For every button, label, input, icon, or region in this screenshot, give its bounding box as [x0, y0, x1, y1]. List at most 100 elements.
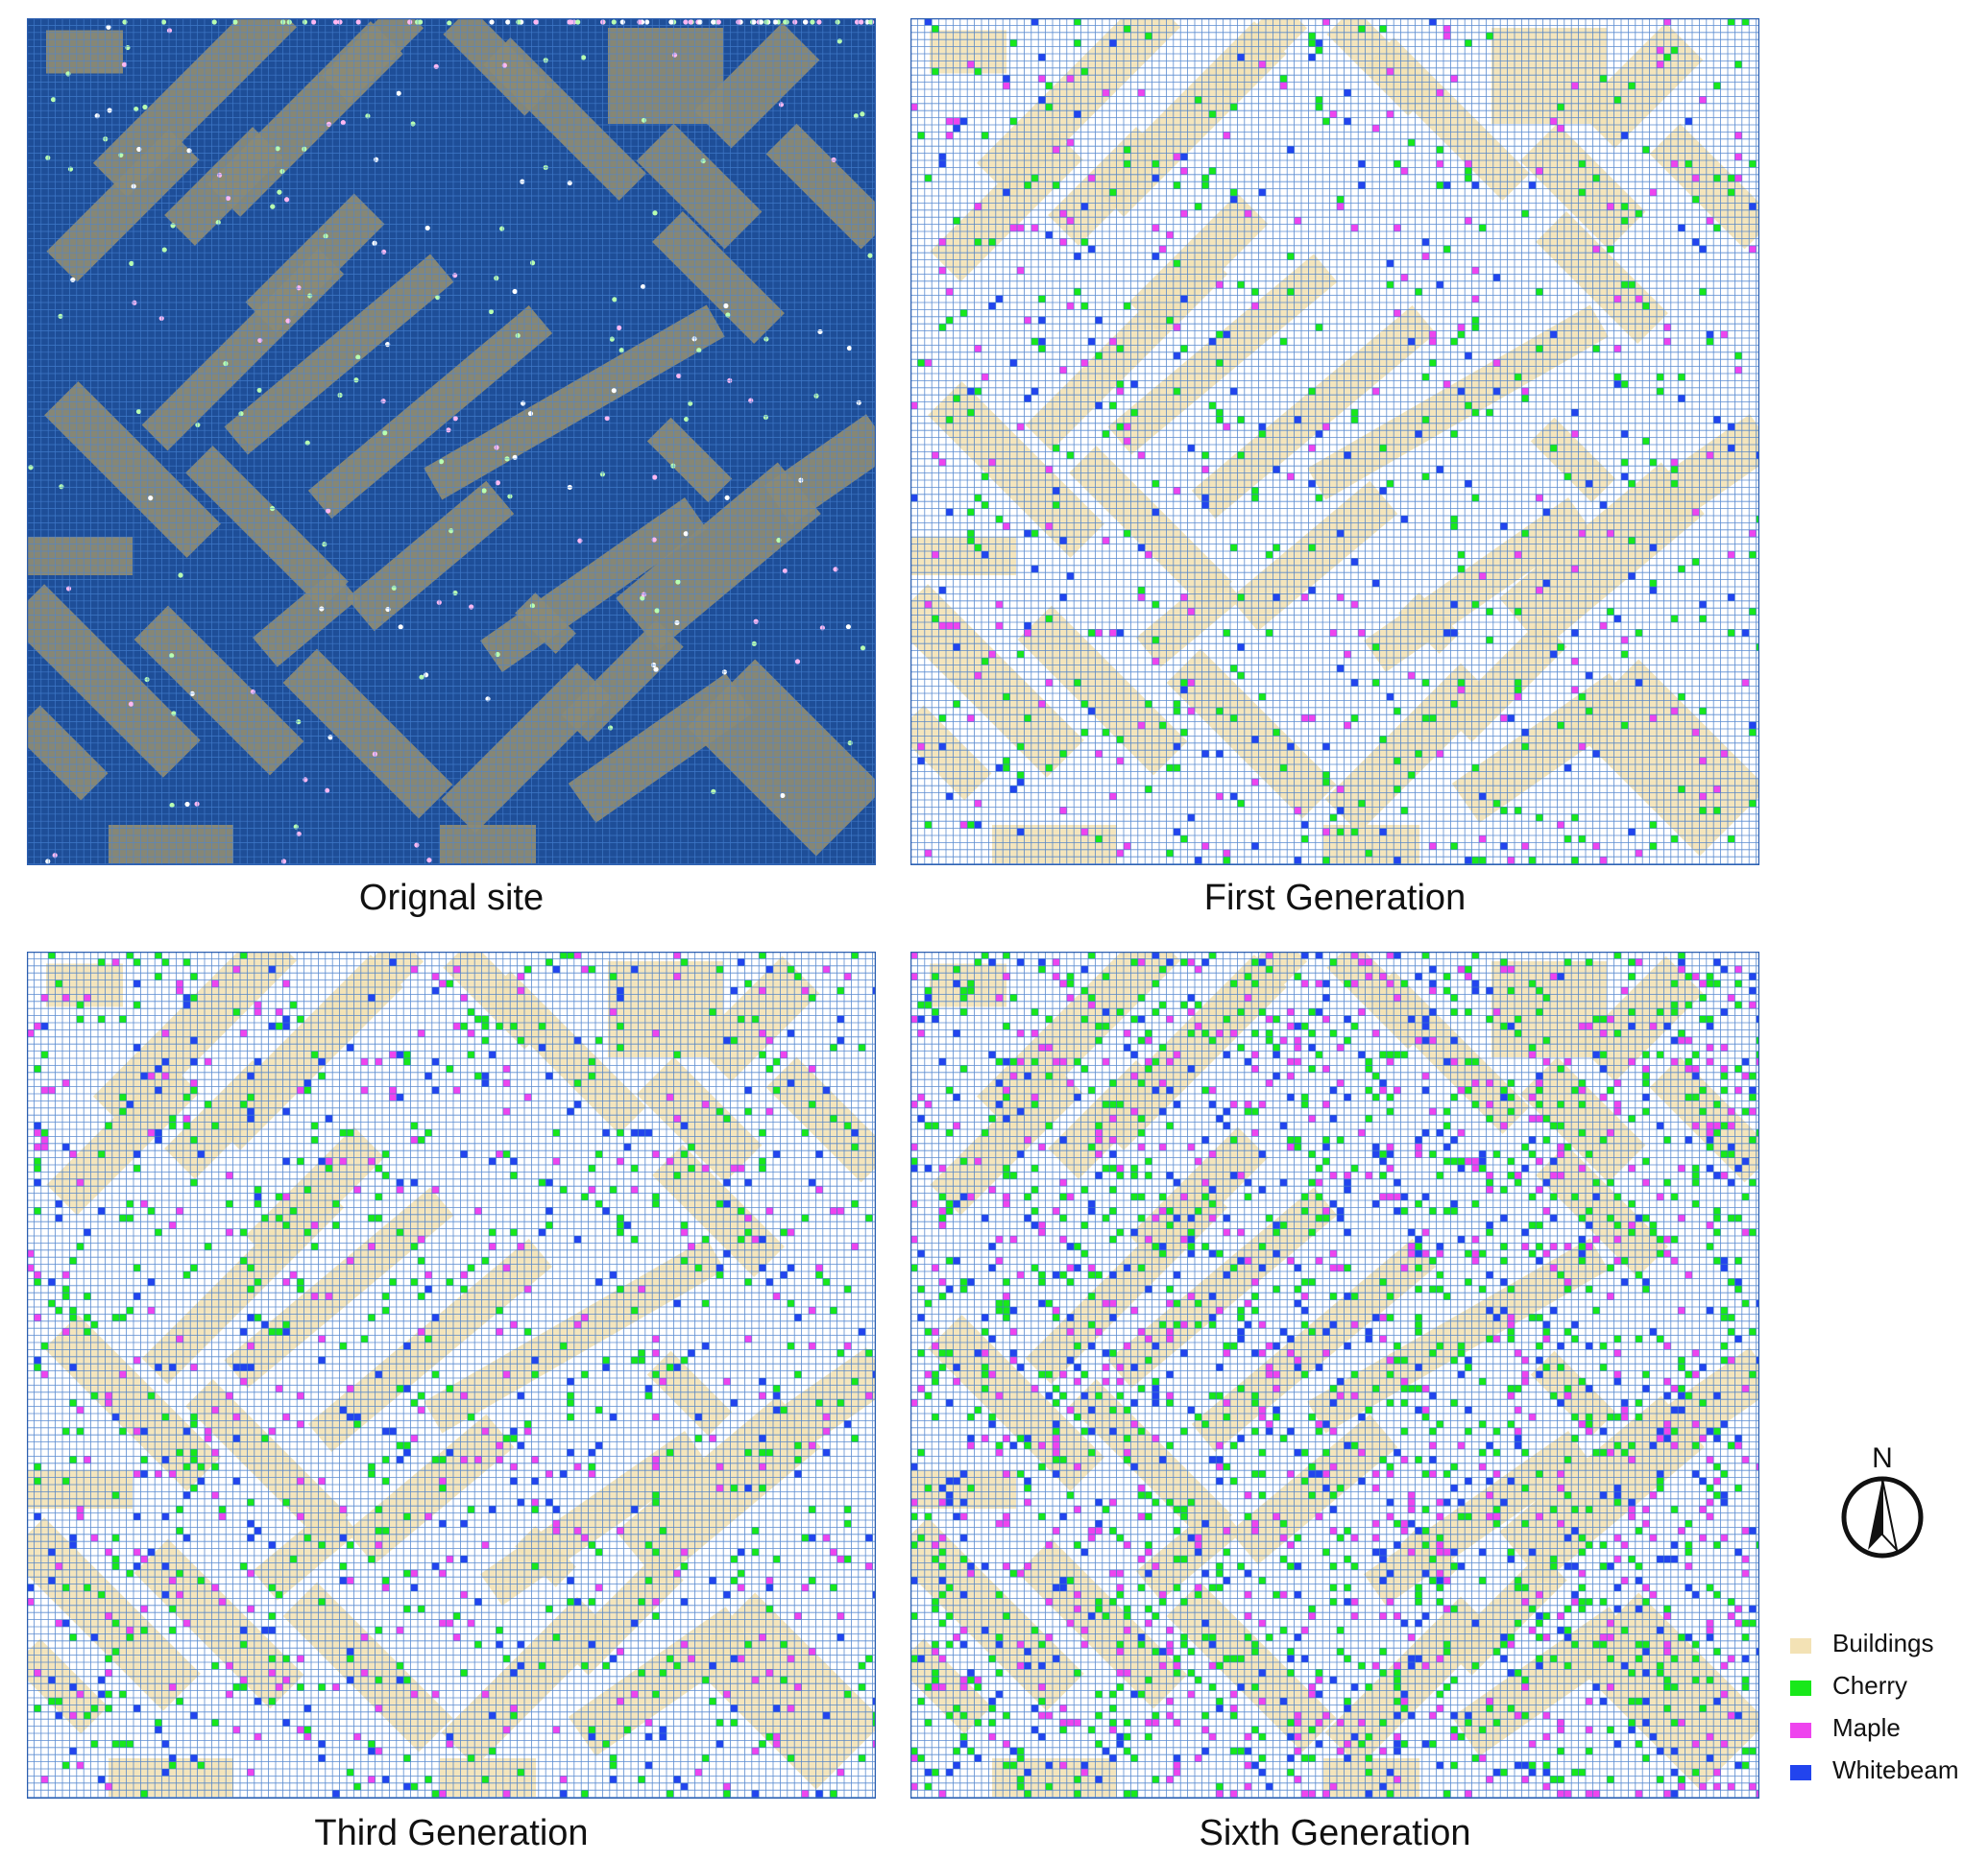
- tree-dot: [780, 792, 786, 799]
- tree-cell: [1344, 1556, 1351, 1563]
- tree-cell: [1457, 387, 1466, 396]
- tree-cell: [1571, 565, 1579, 573]
- tree-cell: [1244, 1733, 1252, 1741]
- tree-cell: [836, 1633, 844, 1641]
- tree-cell: [794, 1612, 802, 1620]
- tree-cell: [609, 1008, 618, 1016]
- tree-cell: [147, 1072, 156, 1080]
- tree-cell: [1507, 987, 1515, 995]
- tree-cell: [910, 1157, 918, 1165]
- tree-cell: [1251, 1726, 1259, 1733]
- tree-cell: [924, 1391, 933, 1400]
- tree-cell: [1187, 445, 1195, 452]
- tree-cell: [1216, 1441, 1224, 1449]
- tree-cell: [1365, 849, 1372, 858]
- tree-cell: [1621, 1541, 1629, 1549]
- tree-cell: [339, 1406, 347, 1414]
- tree-cell: [602, 1207, 610, 1215]
- tree-cell: [1649, 714, 1657, 722]
- tree-cell: [1116, 423, 1124, 431]
- tree-cell: [1244, 1612, 1252, 1620]
- tree-cell: [946, 416, 954, 423]
- tree-cell: [1720, 1257, 1728, 1265]
- tree-cell: [1130, 958, 1138, 966]
- legend-item-cherry: Cherry: [1784, 1667, 1986, 1709]
- tree-cell: [133, 1512, 141, 1520]
- tree-cell: [738, 1569, 745, 1578]
- tree-cell: [545, 1221, 553, 1229]
- tree-cell: [1486, 1512, 1493, 1520]
- tree-cell: [1542, 579, 1550, 587]
- tree-cell: [1223, 1527, 1230, 1535]
- tree-cell: [1074, 1591, 1081, 1599]
- tree-cell: [1486, 1172, 1493, 1179]
- tree-cell: [1216, 1705, 1224, 1712]
- tree-cell: [1720, 1740, 1728, 1748]
- tree-dot: [618, 348, 624, 353]
- tree-cell: [1095, 1520, 1103, 1528]
- tree-cell: [240, 1364, 248, 1371]
- tree-cell: [744, 1640, 752, 1649]
- tree-cell: [460, 1520, 468, 1528]
- tree-cell: [1201, 1243, 1209, 1250]
- tree-cell: [1741, 18, 1750, 26]
- tree-cell: [1201, 1420, 1209, 1428]
- tree-cell: [105, 1655, 112, 1662]
- tree-cell: [1358, 1719, 1366, 1727]
- tree-cell: [1599, 1342, 1608, 1350]
- tree-cell: [1201, 1136, 1209, 1144]
- tree-cell: [1713, 224, 1721, 231]
- tree-dot: [529, 603, 536, 609]
- tree-cell: [1066, 973, 1075, 980]
- tree-cell: [1059, 1705, 1067, 1712]
- tree-cell: [787, 1299, 795, 1307]
- tree-cell: [1159, 1107, 1167, 1116]
- tree-cell: [1109, 338, 1117, 346]
- tree-cell: [133, 1427, 141, 1436]
- tree-cell: [176, 1591, 183, 1599]
- tree-cell: [1294, 1023, 1301, 1030]
- tree-cell: [924, 1512, 933, 1520]
- tree-cell: [176, 1506, 183, 1513]
- tree-cell: [1592, 1178, 1600, 1187]
- tree-cell: [1621, 1278, 1629, 1286]
- tree-cell: [1450, 338, 1458, 346]
- tree-cell: [1258, 958, 1266, 966]
- tree-cell: [1080, 1221, 1088, 1229]
- tree-cell: [1166, 849, 1174, 858]
- tree-cell: [1649, 842, 1657, 850]
- tree-cell: [1471, 181, 1479, 189]
- tree-cell: [560, 1776, 568, 1783]
- tree-cell: [1066, 1328, 1075, 1336]
- tree-cell: [830, 1584, 837, 1591]
- tree-cell: [1713, 1129, 1721, 1137]
- tree-cell: [644, 1391, 653, 1400]
- tree-cell: [1337, 807, 1345, 814]
- tree-dot: [577, 538, 583, 544]
- tree-cell: [1038, 958, 1046, 966]
- tree-cell: [1564, 1385, 1572, 1392]
- tree-cell: [1173, 764, 1181, 772]
- tree-cell: [1536, 1008, 1543, 1016]
- tree-cell: [1230, 1264, 1238, 1271]
- tree-cell: [1429, 1207, 1437, 1215]
- tree-cell: [1358, 1414, 1366, 1421]
- tree-cell: [453, 1023, 461, 1030]
- tree-cell: [1030, 18, 1039, 26]
- tree-cell: [375, 1506, 382, 1513]
- tree-cell: [1080, 238, 1088, 246]
- tree-dot: [296, 285, 302, 291]
- tree-cell: [1408, 138, 1416, 147]
- tree-cell: [1287, 1470, 1295, 1478]
- tree-cell: [1492, 1449, 1501, 1457]
- tree-cell: [1195, 1001, 1202, 1009]
- tree-cell: [1279, 764, 1288, 772]
- tree-cell: [1173, 828, 1181, 835]
- tree-cell: [1379, 1556, 1387, 1563]
- tree-cell: [573, 1598, 582, 1606]
- tree-cell: [1550, 1655, 1558, 1662]
- tree-cell: [1507, 1385, 1515, 1392]
- tree-cell: [1124, 1456, 1131, 1463]
- tree-dot: [283, 197, 290, 203]
- tree-cell: [1628, 1200, 1636, 1208]
